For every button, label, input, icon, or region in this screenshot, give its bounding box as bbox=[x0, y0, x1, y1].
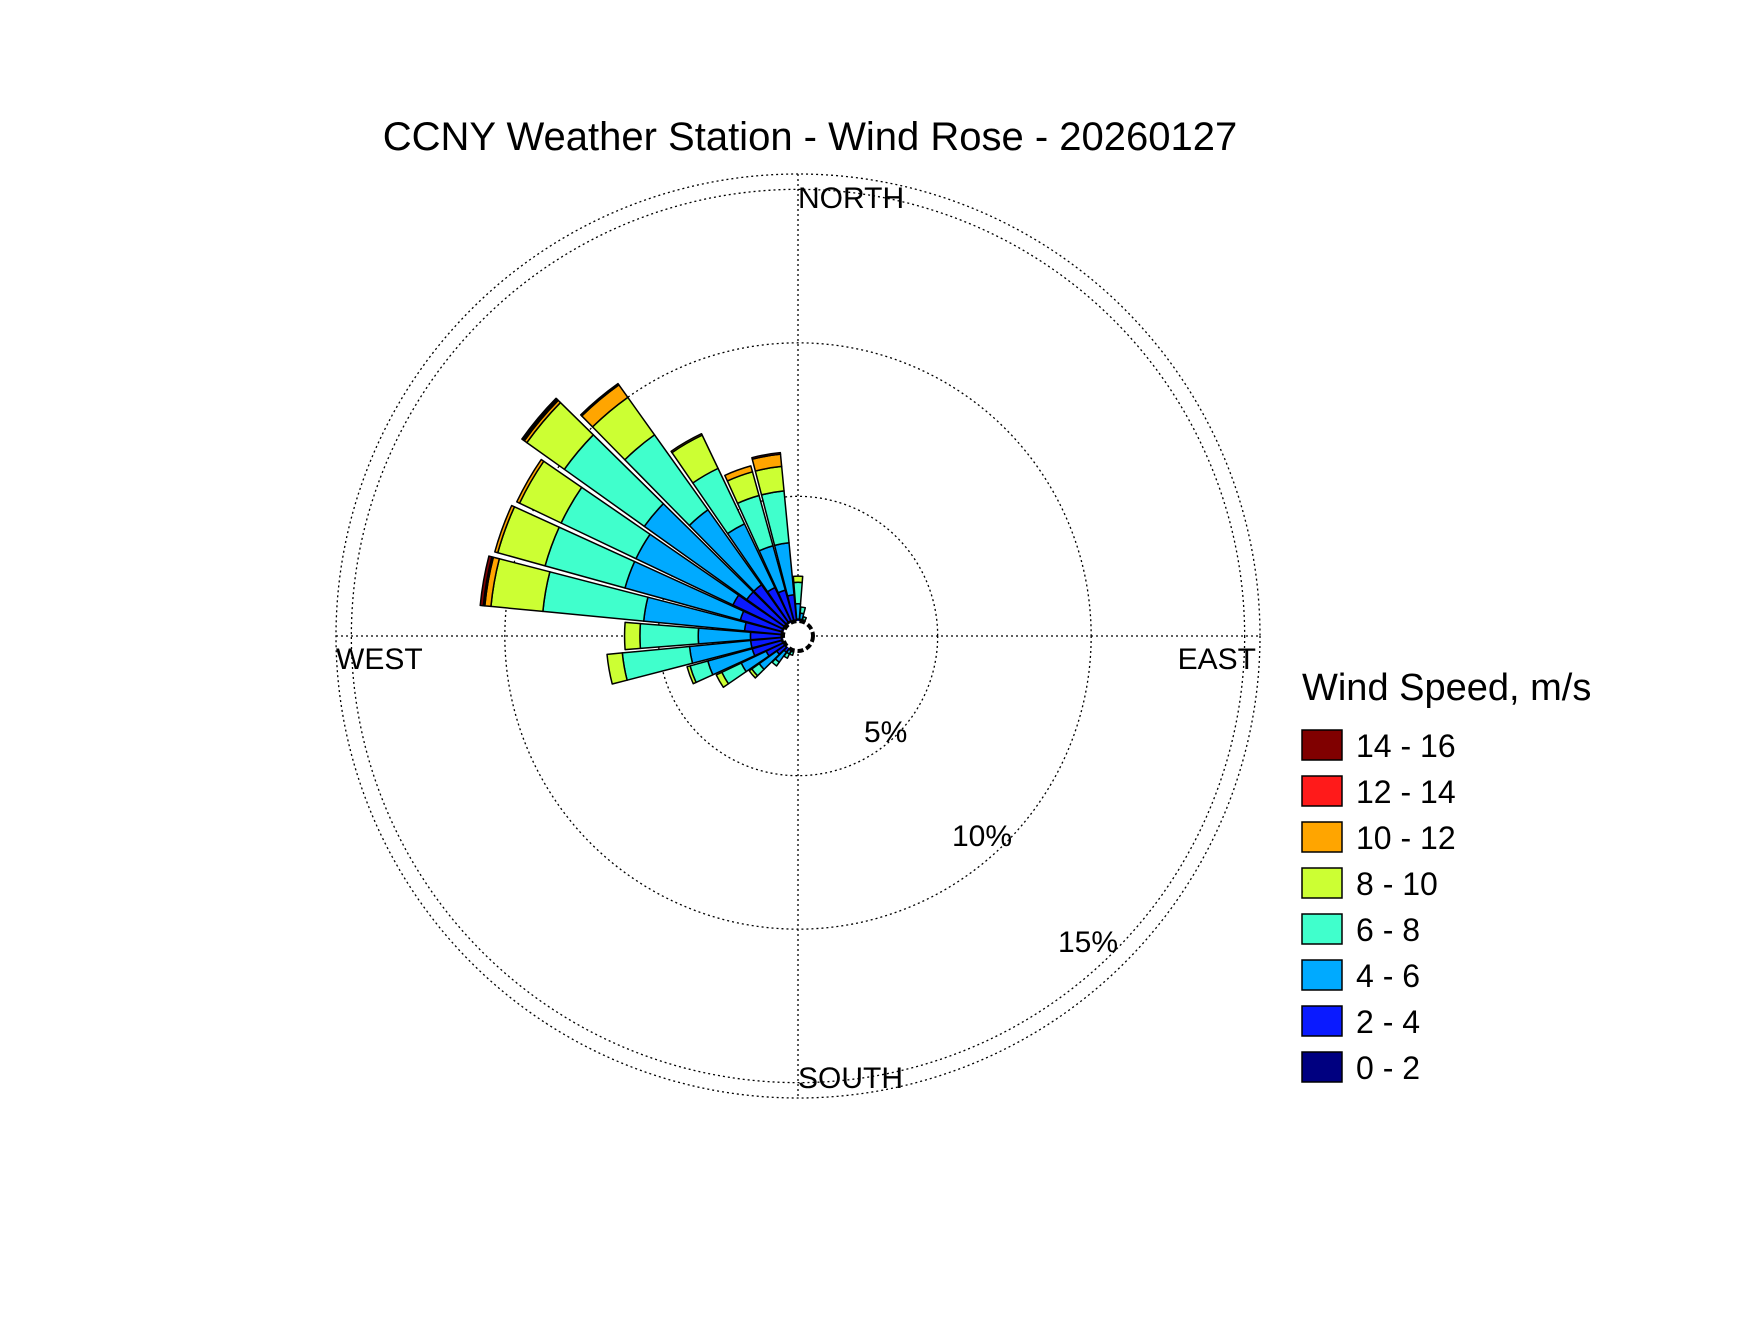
legend-label-8-10: 8 - 10 bbox=[1356, 866, 1438, 902]
legend: 14 - 16 12 - 14 10 - 12 8 - 10 6 - 8 4 - 6 2 -… bbox=[1302, 728, 1456, 1086]
wedge-280-8-10 bbox=[491, 559, 550, 612]
legend-label-14-16: 14 - 16 bbox=[1356, 728, 1456, 764]
legend-label-10-12: 10 - 12 bbox=[1356, 820, 1456, 856]
direction-label-east: EAST bbox=[1178, 643, 1256, 676]
legend-label-2-4: 2 - 4 bbox=[1356, 1004, 1420, 1040]
wedge-270-8-10 bbox=[625, 622, 641, 649]
legend-label-6-8: 6 - 8 bbox=[1356, 912, 1420, 948]
legend-swatch-14-16 bbox=[1302, 730, 1342, 760]
direction-label-north: NORTH bbox=[798, 182, 904, 215]
legend-swatch-0-2 bbox=[1302, 1052, 1342, 1082]
calm-center bbox=[783, 621, 813, 651]
legend-swatch-2-4 bbox=[1302, 1006, 1342, 1036]
legend-swatch-4-6 bbox=[1302, 960, 1342, 990]
wind-sectors bbox=[480, 384, 806, 688]
chart-title: CCNY Weather Station - Wind Rose - 20260… bbox=[383, 115, 1238, 159]
legend-swatch-8-10 bbox=[1302, 868, 1342, 898]
legend-label-4-6: 4 - 6 bbox=[1356, 958, 1420, 994]
legend-title: Wind Speed, m/s bbox=[1302, 667, 1591, 709]
ring-label-15: 15% bbox=[1058, 926, 1118, 959]
wedge-260-6-8 bbox=[622, 646, 692, 680]
wedge-0-8-10 bbox=[793, 576, 802, 582]
legend-label-0-2: 0 - 2 bbox=[1356, 1050, 1420, 1086]
wedge-10-6-8 bbox=[800, 607, 805, 614]
legend-label-12-14: 12 - 14 bbox=[1356, 774, 1456, 810]
calm-circle bbox=[783, 621, 813, 651]
legend-swatch-10-12 bbox=[1302, 822, 1342, 852]
ring-label-5: 5% bbox=[864, 716, 907, 749]
direction-label-west: WEST bbox=[336, 643, 423, 676]
direction-label-south: SOUTH bbox=[798, 1062, 903, 1095]
legend-swatch-6-8 bbox=[1302, 914, 1342, 944]
ring-label-10: 10% bbox=[952, 820, 1012, 853]
wedge-270-6-8 bbox=[640, 624, 699, 649]
legend-swatch-12-14 bbox=[1302, 776, 1342, 806]
